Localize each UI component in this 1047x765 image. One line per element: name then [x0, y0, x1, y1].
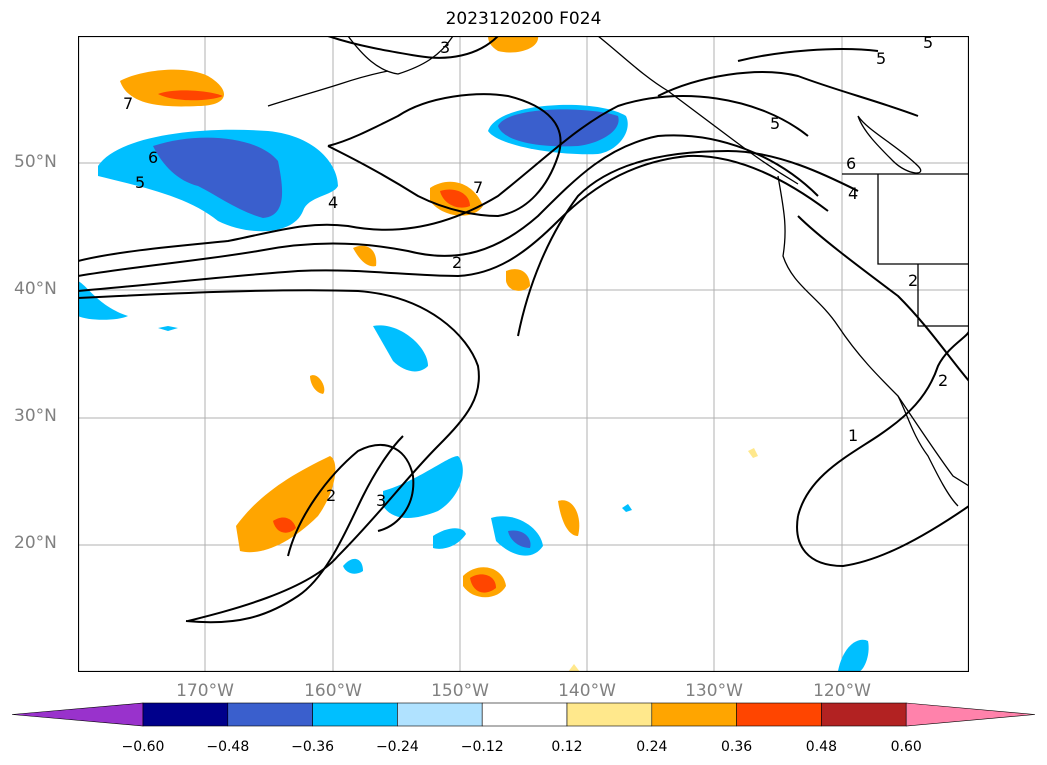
contour-lines	[78, 36, 969, 624]
colorbar-tick-label: −0.12	[460, 739, 504, 755]
negative-anomaly-area	[383, 456, 463, 518]
lat-label: 30°N	[14, 406, 57, 426]
positive-anomaly-area	[236, 456, 336, 553]
contour-label: 4	[848, 184, 858, 203]
contour-label: 5	[923, 36, 933, 52]
colorbar-extend-max	[905, 702, 1036, 727]
colorbar-tick-label: −0.60	[121, 739, 165, 755]
contour-label: 7	[473, 178, 483, 197]
colorbar-segment	[397, 702, 483, 727]
positive-anomaly-core	[470, 574, 496, 593]
colorbar-tick-label: −0.48	[206, 739, 250, 755]
contour-label: 5	[135, 173, 145, 192]
contour-label: 3	[376, 491, 386, 510]
lon-label: 170°W	[176, 681, 234, 701]
contour-label: 2	[938, 371, 948, 390]
negative-anomaly-area	[622, 504, 632, 512]
lon-label: 150°W	[431, 681, 489, 701]
colorbar	[0, 698, 1047, 738]
positive-anomaly-core	[158, 90, 223, 101]
positive-anomaly-area	[748, 448, 758, 458]
lat-label: 50°N	[14, 152, 57, 172]
colorbar-tick-label: −0.24	[375, 739, 419, 755]
contour-label: 2	[452, 253, 462, 272]
colorbar-segment	[227, 702, 313, 727]
colorbar-segment	[142, 702, 229, 727]
contour-label: 5	[770, 114, 780, 133]
contour-label: 6	[148, 148, 158, 167]
lon-label: 160°W	[304, 681, 362, 701]
colorbar-segment	[312, 702, 398, 727]
negative-anomaly-area	[838, 639, 869, 672]
contour-label: 2	[908, 271, 918, 290]
colorbar-segment	[651, 702, 737, 727]
colorbar-tick-label: 0.48	[805, 739, 837, 755]
contour-label: 5	[876, 49, 886, 68]
map-title: 2023120200 F024	[445, 9, 602, 29]
contour-label: 6	[846, 154, 856, 173]
contour-label: 7	[123, 94, 133, 113]
negative-anomaly-area	[343, 558, 363, 574]
lon-label: 140°W	[558, 681, 616, 701]
positive-anomaly-area	[488, 36, 539, 53]
negative-anomaly-area	[78, 281, 128, 320]
contour-label: 2	[326, 486, 336, 505]
lat-label: 40°N	[14, 279, 57, 299]
lon-label: 120°W	[813, 681, 871, 701]
colorbar-tick-label: 0.12	[551, 739, 583, 755]
colorbar-tick-label: 0.24	[636, 739, 668, 755]
positive-anomaly-area	[310, 375, 325, 394]
colorbar-tick-label: 0.60	[890, 739, 922, 755]
contour-label: 3	[440, 38, 450, 57]
positive-anomaly-core	[273, 517, 296, 533]
colorbar-segment	[566, 702, 653, 727]
lon-label: 130°W	[685, 681, 743, 701]
colorbar-tick-label: −0.36	[291, 739, 335, 755]
colorbar-tick-label: 0.36	[721, 739, 753, 755]
colorbar-segment	[481, 702, 568, 727]
negative-anomaly-area	[373, 325, 428, 372]
positive-anomaly-area	[568, 664, 580, 672]
colorbar-segments	[11, 702, 1036, 727]
contour-label-layer: 7 6 5 4 2 7 3 5 5 5 6 4 2 1 2 3 2	[123, 36, 948, 510]
negative-anomaly-area	[433, 528, 466, 549]
negative-anomaly-area	[158, 326, 178, 331]
contour-label: 1	[848, 426, 858, 445]
positive-anomaly-area	[506, 269, 530, 291]
negative-anomaly-core	[508, 530, 531, 548]
coastlines	[267, 36, 969, 507]
contour-label: 4	[328, 193, 338, 212]
positive-anomaly-area	[353, 245, 377, 267]
positive-anomaly-area	[558, 500, 580, 536]
lat-label: 20°N	[14, 533, 57, 553]
negative-anomaly-core	[153, 137, 283, 218]
colorbar-extend-min	[11, 702, 144, 727]
map-panel: 7 6 5 4 2 7 3 5 5 5 6 4 2 1 2 3 2	[78, 36, 969, 672]
positive-anomaly-core	[440, 189, 470, 208]
colorbar-segment	[821, 702, 907, 727]
colorbar-segment	[736, 702, 822, 727]
